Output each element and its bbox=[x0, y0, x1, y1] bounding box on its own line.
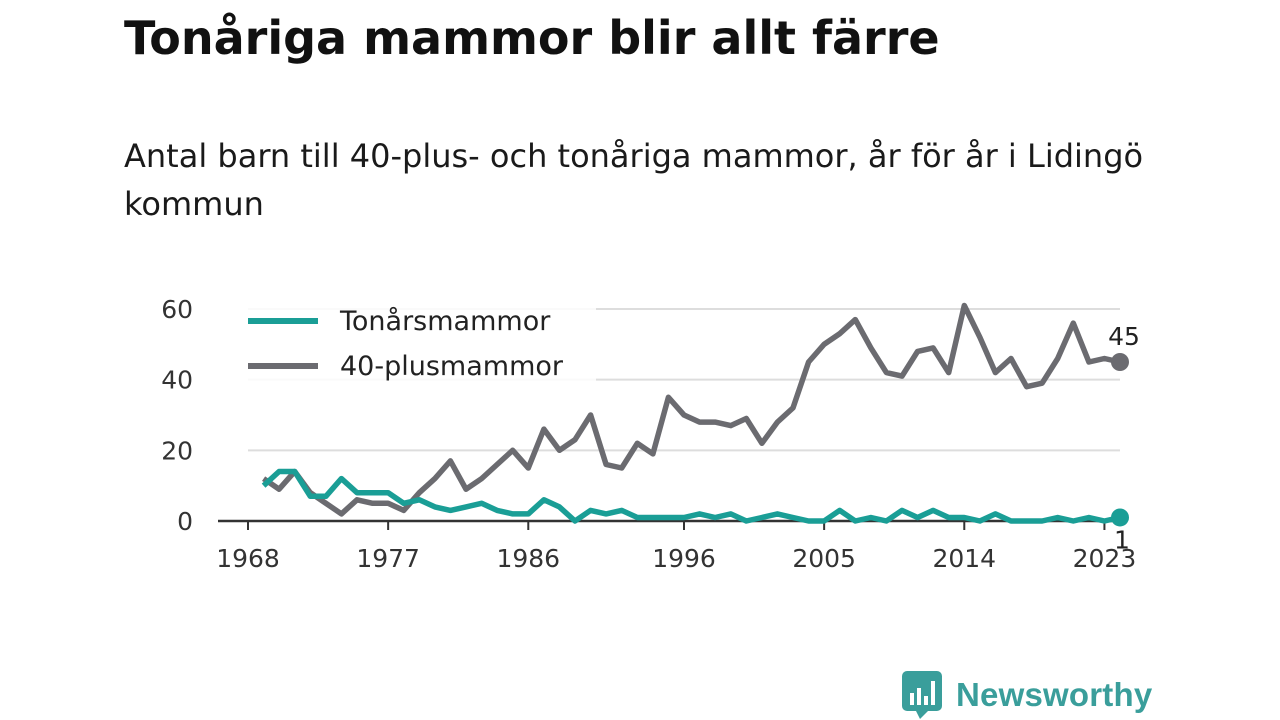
line-chart: 0 20 40 60 1968 1977 1986 1996 2005 2014 2023 1 45… bbox=[161, 295, 1140, 573]
end-label-40-plusmammor: 45 bbox=[1108, 322, 1140, 351]
end-point-40-plusmammor bbox=[1111, 353, 1129, 371]
y-tick-label: 40 bbox=[161, 366, 193, 395]
x-tick-label: 2014 bbox=[932, 544, 996, 573]
y-tick-label: 0 bbox=[177, 507, 193, 536]
legend: Tonårsmammor 40-plusmammor bbox=[226, 296, 596, 384]
y-axis: 0 20 40 60 bbox=[161, 295, 193, 536]
x-tick-label: 2023 bbox=[1073, 544, 1137, 573]
end-label-tonarsmammor: 1 bbox=[1114, 525, 1130, 554]
x-axis: 1968 1977 1986 1996 2005 2014 2023 bbox=[216, 519, 1137, 573]
y-tick-label: 20 bbox=[161, 436, 193, 465]
series-line-tonarsmammor bbox=[261, 468, 1121, 524]
legend-background bbox=[226, 296, 596, 384]
x-tick-label: 1986 bbox=[496, 544, 560, 573]
legend-label: 40-plusmammor bbox=[340, 351, 564, 382]
brand-name: Newsworthy bbox=[956, 676, 1153, 713]
x-tick-label: 2005 bbox=[792, 544, 856, 573]
newsworthy-brand: Newsworthy bbox=[902, 670, 1152, 720]
series-line-40-plusmammor bbox=[262, 302, 1121, 517]
y-tick-label: 60 bbox=[161, 295, 193, 324]
chart-title: Tonåriga mammor blir allt färre bbox=[124, 11, 940, 65]
end-point-tonarsmammor bbox=[1111, 508, 1129, 527]
series-lines: 1 45 bbox=[261, 302, 1140, 554]
legend-label: Tonårsmammor bbox=[339, 306, 551, 337]
chart-subtitle: Antal barn till 40-plus- och tonåriga ma… bbox=[124, 137, 1144, 223]
x-tick-label: 1968 bbox=[216, 544, 280, 573]
newsworthy-logo-icon bbox=[902, 671, 942, 719]
x-tick-label: 1977 bbox=[356, 544, 420, 573]
x-tick-label: 1996 bbox=[652, 544, 716, 573]
